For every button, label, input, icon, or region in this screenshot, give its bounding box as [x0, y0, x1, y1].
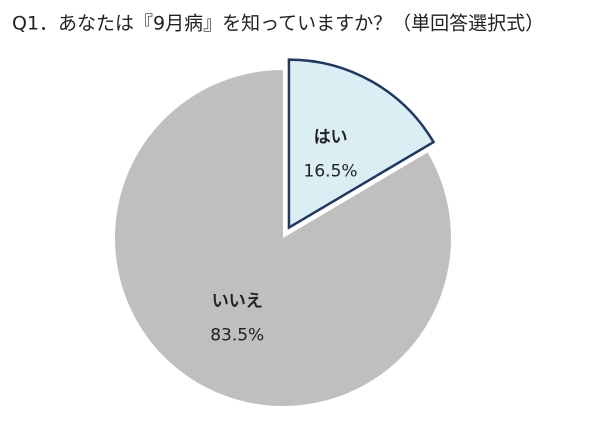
slice-label: いいえ	[212, 291, 263, 311]
slice-label: はい	[314, 128, 348, 148]
pie-slice	[115, 70, 451, 406]
chart-title: Q1．あなたは『9月病』を知っていますか？（単回答選択式）	[12, 13, 544, 35]
value-label: 16.5%	[304, 162, 358, 182]
pie-slice	[287, 58, 436, 230]
value-label: 83.5%	[210, 325, 264, 345]
